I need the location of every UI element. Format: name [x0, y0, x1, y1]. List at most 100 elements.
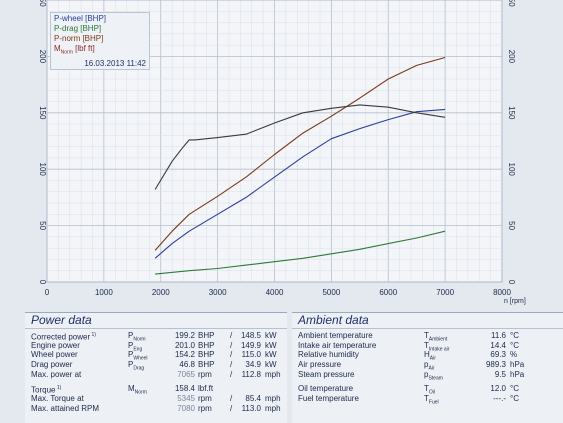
y-tick-label-left: 100	[38, 163, 47, 177]
power-row-separator: /	[230, 403, 233, 413]
x-tick-label: 0	[45, 288, 50, 297]
power-row-label: Wheel power	[31, 350, 78, 360]
ambient-row-value: 12.0	[490, 384, 506, 394]
ambient-row-symbol: TOil	[424, 384, 435, 398]
ambient-row: Ambient temperature TAmbient 11.6 °C	[298, 331, 563, 343]
power-row-value: 7080	[177, 403, 195, 413]
ambient-row-symbol: TAmbient	[424, 331, 447, 345]
y-tick-label-left: 150	[38, 106, 47, 120]
power-row-symbol-main: P	[128, 350, 134, 360]
x-tick-label: 8000	[493, 288, 511, 297]
ambient-data-title: Ambient data	[292, 313, 563, 329]
ambient-row-symbol-main: T	[424, 331, 429, 340]
power-row-value2: 85.4	[245, 394, 261, 404]
power-row-separator: /	[230, 331, 233, 340]
ambient-row-symbol-sub: Air	[428, 365, 435, 372]
ambient-row: Oil temperature TOil 12.0 °C	[298, 384, 563, 396]
ambient-row-symbol: HAir	[424, 350, 436, 364]
power-row-symbol: PEng	[128, 341, 142, 355]
ambient-row-label: Ambient temperature	[298, 331, 373, 340]
ambient-row-symbol: TFuel	[424, 394, 439, 408]
x-tick-label: 3000	[209, 288, 227, 297]
y-tick-label-left: 200	[38, 50, 47, 64]
x-tick-label: 5000	[322, 288, 340, 297]
ambient-row-symbol-main: T	[424, 384, 429, 394]
x-axis-label: n [rpm]	[504, 298, 526, 305]
power-row-value: 199.2	[174, 331, 195, 340]
power-row: Max. power at 7065 rpm / 112.8 mph	[31, 370, 287, 380]
ambient-row-symbol-sub: Air	[429, 355, 436, 362]
power-row-symbol: PNorm	[128, 331, 146, 345]
power-row-unit2: mph	[265, 394, 281, 404]
power-row-value: 201.0	[174, 340, 195, 350]
power-row: Max. Torque at 5345 rpm / 85.4 mph	[31, 394, 287, 404]
power-row-symbol: MNorm	[128, 384, 147, 398]
power-row-value2: 112.8	[241, 369, 261, 379]
power-row-label: Max. Torque at	[31, 394, 84, 404]
ambient-row-symbol-main: T	[424, 394, 429, 404]
power-row-value2: 113.0	[241, 403, 261, 413]
power-row-symbol-sub: Eng	[133, 346, 143, 353]
power-row-value: 5345	[177, 394, 195, 404]
power-row-separator: /	[230, 394, 233, 404]
ambient-row-label: Relative humidity	[298, 350, 359, 360]
power-row-value: 46.8	[179, 360, 195, 370]
y-tick-label-right: 150	[507, 106, 516, 120]
y-tick-label-left: 0	[38, 280, 47, 285]
power-row-unit2: kW	[265, 350, 277, 360]
x-tick-label: 1000	[95, 288, 113, 297]
power-row-symbol-main: P	[128, 331, 134, 340]
power-row-value2: 115.0	[241, 350, 261, 360]
legend-item-wheel: P-wheel [BHP]	[54, 14, 107, 23]
ambient-row-unit: °C	[510, 384, 519, 394]
power-row-unit2: kW	[265, 360, 277, 370]
chart-legend: P-wheel [BHP] P-drag [BHP] P-norm [BHP] …	[50, 12, 150, 70]
ambient-row-label: Intake air temperature	[298, 340, 377, 350]
power-row-unit: BHP	[198, 331, 215, 340]
footnote-marker: 1)	[55, 385, 62, 392]
ambient-row-value: 14.4	[490, 340, 506, 350]
power-row-unit: BHP	[198, 350, 215, 360]
ambient-row-unit: °C	[510, 394, 519, 404]
x-tick-label: 6000	[379, 288, 397, 297]
ambient-row-unit: hPa	[510, 369, 525, 379]
ambient-row-value: ---.-	[493, 394, 506, 404]
y-tick-label-right: 50	[507, 221, 516, 230]
power-row-unit: BHP	[198, 340, 215, 350]
power-row-symbol: PWheel	[128, 350, 148, 364]
power-row-separator: /	[230, 360, 233, 370]
ambient-row-label: Steam pressure	[298, 369, 355, 379]
y-tick-label-right: 200	[507, 50, 516, 64]
power-row-unit: rpm	[198, 369, 212, 379]
power-row-unit2: mph	[265, 369, 281, 379]
power-row-unit2: kW	[265, 340, 277, 350]
power-data-panel: Power data Corrected power 1) PNorm 199.2 B…	[25, 312, 287, 423]
ambient-row: Fuel temperature TFuel ---.- °C	[298, 394, 563, 406]
power-row: Corrected power 1) PNorm 199.2 BHP / 148.5 kW	[31, 331, 287, 343]
ambient-row-unit: °C	[510, 340, 519, 350]
power-row-value: 158.4	[174, 384, 195, 394]
x-tick-label: 2000	[152, 288, 170, 297]
power-row-value: 7065	[177, 369, 195, 379]
ambient-row-symbol-sub: Oil	[428, 390, 436, 397]
power-row-value2: 34.9	[245, 360, 261, 370]
ambient-row: Relative humidity HAir 69.3%	[298, 350, 563, 362]
power-row-label: Max. attained RPM	[31, 403, 100, 413]
ambient-row-label: Fuel temperature	[298, 394, 359, 404]
power-row-unit: rpm	[198, 403, 212, 413]
series-line-2	[154, 56, 446, 251]
power-row-label: Engine power	[31, 340, 80, 350]
power-row: Wheel power PWheel 154.2 BHP / 115.0 kW	[31, 350, 287, 362]
power-row-symbol-main: M	[128, 384, 135, 394]
power-row-symbol-main: P	[128, 340, 134, 350]
ambient-row-value: 11.6	[491, 331, 506, 340]
ambient-row-symbol-main: T	[424, 340, 429, 350]
ambient-row-label: Air pressure	[298, 360, 342, 370]
power-row-separator: /	[230, 369, 233, 379]
ambient-row: Air pressure pAir 989.3 hPa	[298, 360, 563, 372]
power-row: Drag power PDrag 46.8 BHP / 34.9 kW	[31, 360, 287, 372]
power-row-symbol-sub: Norm	[133, 336, 146, 343]
y-tick-label-right: 100	[507, 163, 516, 177]
power-row-value2: 149.9	[240, 340, 261, 350]
power-row-label: Drag power	[31, 360, 73, 370]
